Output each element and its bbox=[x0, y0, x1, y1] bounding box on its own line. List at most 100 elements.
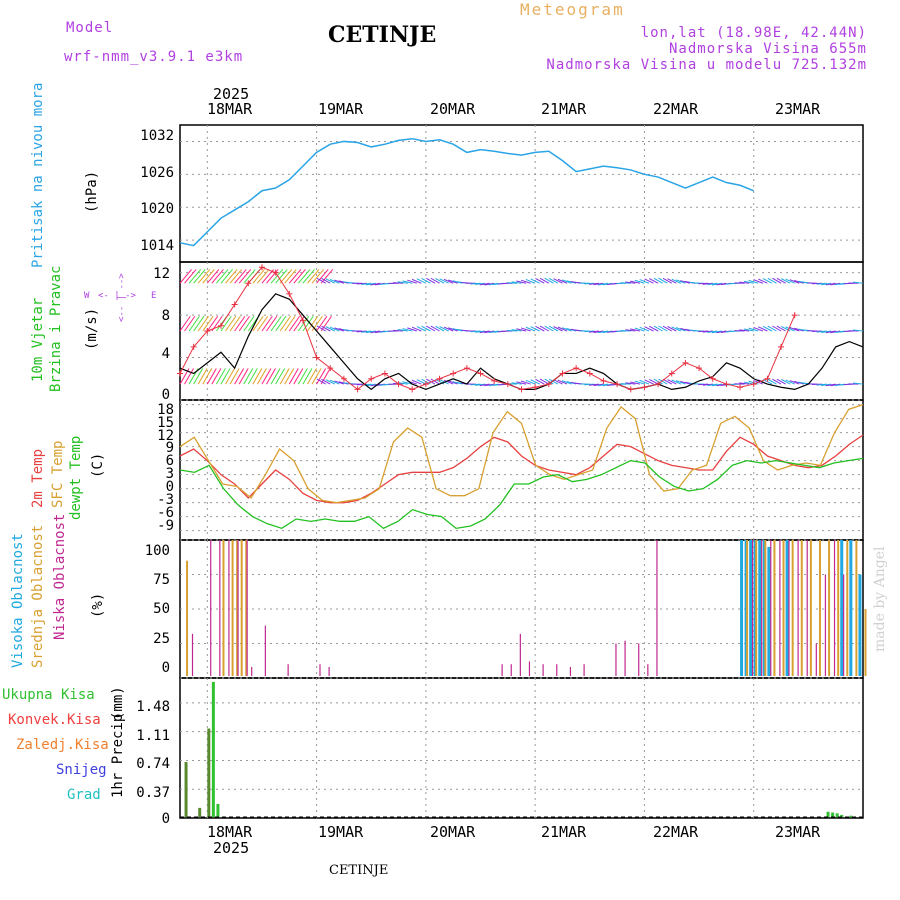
wind-arrow bbox=[671, 379, 682, 385]
wind-arrow bbox=[320, 269, 334, 284]
wind-arrow bbox=[544, 325, 554, 332]
gust-marker bbox=[368, 375, 375, 382]
gust-marker bbox=[436, 375, 443, 382]
wind-arrow bbox=[557, 379, 568, 385]
wind-arrow bbox=[644, 379, 654, 385]
gust-marker bbox=[532, 384, 539, 391]
wind-arrow bbox=[625, 382, 636, 385]
wind-arrow bbox=[334, 380, 345, 385]
wind-arrow bbox=[243, 269, 256, 284]
wind-arrow bbox=[311, 315, 323, 332]
wind-arrow bbox=[179, 269, 192, 284]
c-tick-0: 0 bbox=[162, 660, 170, 676]
wind-arrow bbox=[370, 330, 381, 334]
temp-unit: (C) bbox=[90, 452, 106, 478]
wind-arrow bbox=[593, 330, 604, 334]
precip-bar bbox=[849, 815, 853, 817]
wind-arrow bbox=[662, 378, 673, 385]
wind-arrow bbox=[630, 328, 640, 332]
wind-arrow bbox=[288, 368, 299, 385]
gust-marker bbox=[299, 317, 306, 324]
wind-arrow bbox=[716, 282, 727, 286]
gust-marker bbox=[463, 365, 470, 372]
p-tick-1026: 1026 bbox=[140, 165, 174, 181]
cloud-low-bar bbox=[797, 540, 799, 676]
precip-unit: (mm) bbox=[110, 686, 126, 720]
cloud-low-bar bbox=[287, 664, 289, 676]
wind-arrow bbox=[284, 368, 295, 385]
wind-arrow bbox=[789, 327, 800, 332]
wind-arrow bbox=[516, 381, 527, 385]
wind-arrow bbox=[821, 282, 832, 286]
wind-arrow bbox=[561, 327, 572, 332]
dewpoint-line bbox=[179, 457, 864, 530]
wind-arrow bbox=[430, 378, 440, 385]
precip-panel-frame bbox=[179, 677, 864, 819]
legend-freezing: Zaledj.Kisa bbox=[16, 737, 109, 753]
cloud-high-bar bbox=[840, 540, 844, 676]
wind-arrow bbox=[598, 282, 609, 286]
wind-arrow bbox=[370, 383, 381, 387]
wind-arrow bbox=[525, 279, 536, 284]
wind-arrow bbox=[539, 378, 550, 385]
wind-arrow bbox=[511, 382, 522, 385]
altitude-readout: Nadmorska Visina 655m bbox=[668, 41, 867, 57]
wind-arrow bbox=[470, 383, 481, 386]
wind-arrow bbox=[225, 315, 237, 332]
wind-arrow bbox=[416, 379, 427, 385]
cloud-low-bar bbox=[210, 540, 212, 676]
wind-arrow bbox=[234, 368, 245, 385]
wind-arrow bbox=[516, 280, 527, 284]
wind-arrow bbox=[716, 330, 727, 334]
wind-arrow bbox=[206, 315, 219, 332]
wind-arrow bbox=[711, 282, 722, 286]
wind-arrow bbox=[525, 326, 536, 332]
wind-arrow bbox=[739, 382, 750, 385]
wind-arrow bbox=[448, 327, 458, 332]
wind-arrow bbox=[530, 326, 540, 332]
wind-arrow bbox=[421, 325, 431, 332]
wind-arrow bbox=[302, 368, 313, 385]
wind-arrow bbox=[193, 368, 204, 385]
t-tick-18: 18 bbox=[157, 402, 174, 418]
p-tick-1014: 1014 bbox=[140, 238, 174, 254]
t-tick-m3: -3 bbox=[157, 492, 174, 508]
wind-arrow bbox=[561, 380, 572, 385]
wind-arrow bbox=[293, 368, 304, 385]
wind-arrow bbox=[188, 269, 202, 284]
gust-marker bbox=[723, 381, 730, 388]
wind-arrow bbox=[649, 378, 659, 385]
gust-marker bbox=[177, 370, 183, 377]
cloud-low-bar bbox=[770, 540, 772, 676]
wind-arrow bbox=[748, 327, 759, 332]
cloud-low-bar bbox=[528, 661, 531, 676]
cloud-low-bar bbox=[319, 664, 321, 676]
wind-arrow bbox=[520, 327, 531, 332]
cloud-mid-bar bbox=[236, 540, 239, 676]
w-tick-12: 12 bbox=[153, 266, 170, 282]
cloud-high-label: Visoka Oblacnost bbox=[10, 533, 26, 668]
date-top-21: 21MAR bbox=[541, 100, 587, 118]
cloud-mid-bar bbox=[186, 560, 189, 676]
wind-compass: W <- | -> E <-- | --> bbox=[84, 273, 156, 322]
wind-arrow bbox=[421, 278, 431, 284]
t-tick-15: 15 bbox=[157, 415, 174, 431]
wind-arrow bbox=[397, 328, 408, 332]
wind-arrow bbox=[821, 330, 832, 333]
cloud-low-bar bbox=[251, 666, 253, 676]
cloud-low-bar bbox=[264, 625, 266, 676]
gust-marker bbox=[313, 354, 320, 361]
wind-arrow bbox=[256, 368, 267, 385]
cloud-low-bar bbox=[569, 666, 572, 676]
wind-arrow bbox=[325, 379, 336, 385]
wind-arrow bbox=[211, 269, 224, 284]
wind-arrow bbox=[229, 368, 240, 385]
wind-arrow bbox=[215, 368, 226, 385]
cloud-unit: (%) bbox=[90, 592, 106, 618]
wind-arrow bbox=[361, 330, 372, 333]
wind-arrow bbox=[602, 383, 613, 387]
wind-arrow bbox=[470, 282, 481, 285]
date-bottom-19: 19MAR bbox=[318, 823, 364, 841]
cloud-low-bar bbox=[647, 664, 649, 676]
precip-bar bbox=[840, 814, 844, 817]
